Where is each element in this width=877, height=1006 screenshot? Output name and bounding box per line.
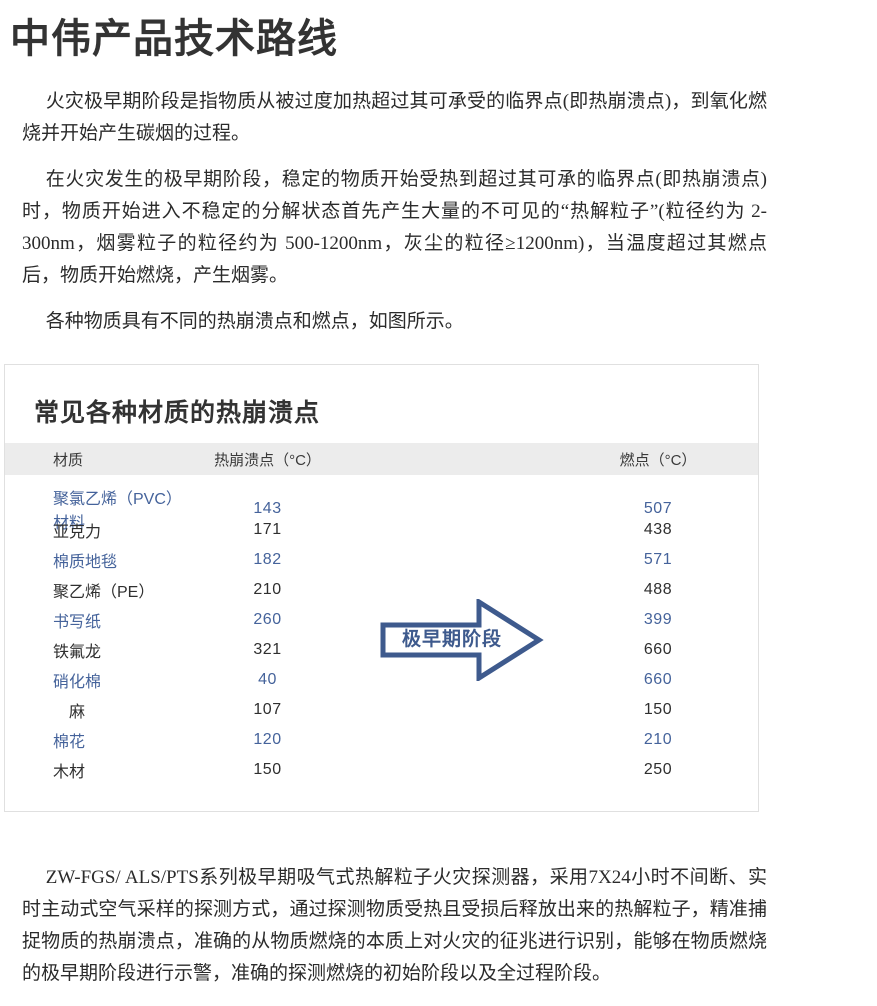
paragraph-see-figure: 各种物质具有不同的热崩溃点和燃点，如图所示。 [45, 311, 464, 332]
material-cell: 亚克力 [53, 524, 102, 541]
collapse-point-cell: 321 [253, 641, 282, 658]
table-row: 麻 107 150 [5, 695, 758, 725]
table-row: 书写纸 260 399 [5, 605, 758, 635]
paragraph-decomposition-particles: 在火灾发生的极早期阶段，稳定的物质开始受热到超过其可承的临界点(即热崩溃点)时，… [22, 169, 767, 286]
material-cell: 木材 [53, 764, 86, 781]
ignition-point-cell: 507 [643, 500, 673, 517]
thermal-collapse-table-card: 常见各种材质的热崩溃点 材质 热崩溃点（°C） 燃点（°C） 聚氯乙烯（PVC）… [4, 364, 759, 812]
ignition-point-cell: 660 [643, 641, 673, 658]
material-cell: 聚氯乙烯（PVC）材料 [53, 491, 182, 532]
collapse-point-cell: 120 [253, 731, 282, 748]
table-row: 硝化棉 40 660 [5, 665, 758, 695]
material-cell: 麻 [53, 704, 86, 721]
table-row: 聚乙烯（PE） 210 488 [5, 575, 758, 605]
table-row: 铁氟龙 321 660 [5, 635, 758, 665]
collapse-point-cell: 210 [253, 581, 282, 598]
ignition-point-cell: 210 [643, 731, 673, 748]
paragraph-fire-early-stage: 火灾极早期阶段是指物质从被过度加热超过其可承受的临界点(即热崩溃点)，到氧化燃烧… [22, 91, 767, 144]
table-row: 木材 150 250 [5, 755, 758, 785]
ignition-point-cell: 399 [643, 611, 673, 628]
document-page: 中伟产品技术路线 火灾极早期阶段是指物质从被过度加热超过其可承受的临界点(即热崩… [0, 6, 877, 1006]
table-body: 聚氯乙烯（PVC）材料 143 507 亚克力 171 438 棉质地毯 182… [5, 475, 758, 811]
column-header-ignition-point: 燃点（°C） [619, 451, 697, 469]
page-title: 中伟产品技术路线 [10, 17, 338, 61]
collapse-point-cell: 143 [253, 500, 282, 517]
ignition-point-cell: 660 [643, 671, 673, 688]
collapse-point-cell: 40 [258, 671, 277, 688]
material-cell: 硝化棉 [53, 674, 102, 691]
collapse-point-cell: 260 [253, 611, 282, 628]
table-header-row: 材质 热崩溃点（°C） 燃点（°C） [5, 443, 758, 475]
ignition-point-cell: 488 [643, 581, 673, 598]
material-cell: 棉质地毯 [53, 554, 118, 571]
collapse-point-cell: 171 [253, 521, 282, 538]
table-title: 常见各种材质的热崩溃点 [34, 399, 321, 427]
ignition-point-cell: 150 [643, 701, 673, 718]
material-cell: 书写纸 [53, 614, 102, 631]
material-cell: 铁氟龙 [53, 644, 102, 661]
ignition-point-cell: 250 [643, 761, 673, 778]
collapse-point-cell: 182 [253, 551, 282, 568]
table-row: 聚氯乙烯（PVC）材料 143 507 [5, 485, 758, 532]
collapse-point-cell: 107 [253, 701, 282, 718]
table-row: 亚克力 171 438 [5, 515, 758, 545]
table-row: 棉质地毯 182 571 [5, 545, 758, 575]
column-header-collapse-point: 热崩溃点（°C） [214, 451, 321, 469]
table-row: 棉花 120 210 [5, 725, 758, 755]
material-cell: 棉花 [53, 734, 86, 751]
ignition-point-cell: 438 [643, 521, 673, 538]
material-cell: 聚乙烯（PE） [53, 584, 155, 601]
collapse-point-cell: 150 [253, 761, 282, 778]
paragraph-product-series: ZW-FGS/ ALS/PTS系列极早期吸气式热解粒子火灾探测器，采用7X24小… [22, 867, 767, 984]
column-header-material: 材质 [53, 451, 84, 469]
ignition-point-cell: 571 [643, 551, 673, 568]
